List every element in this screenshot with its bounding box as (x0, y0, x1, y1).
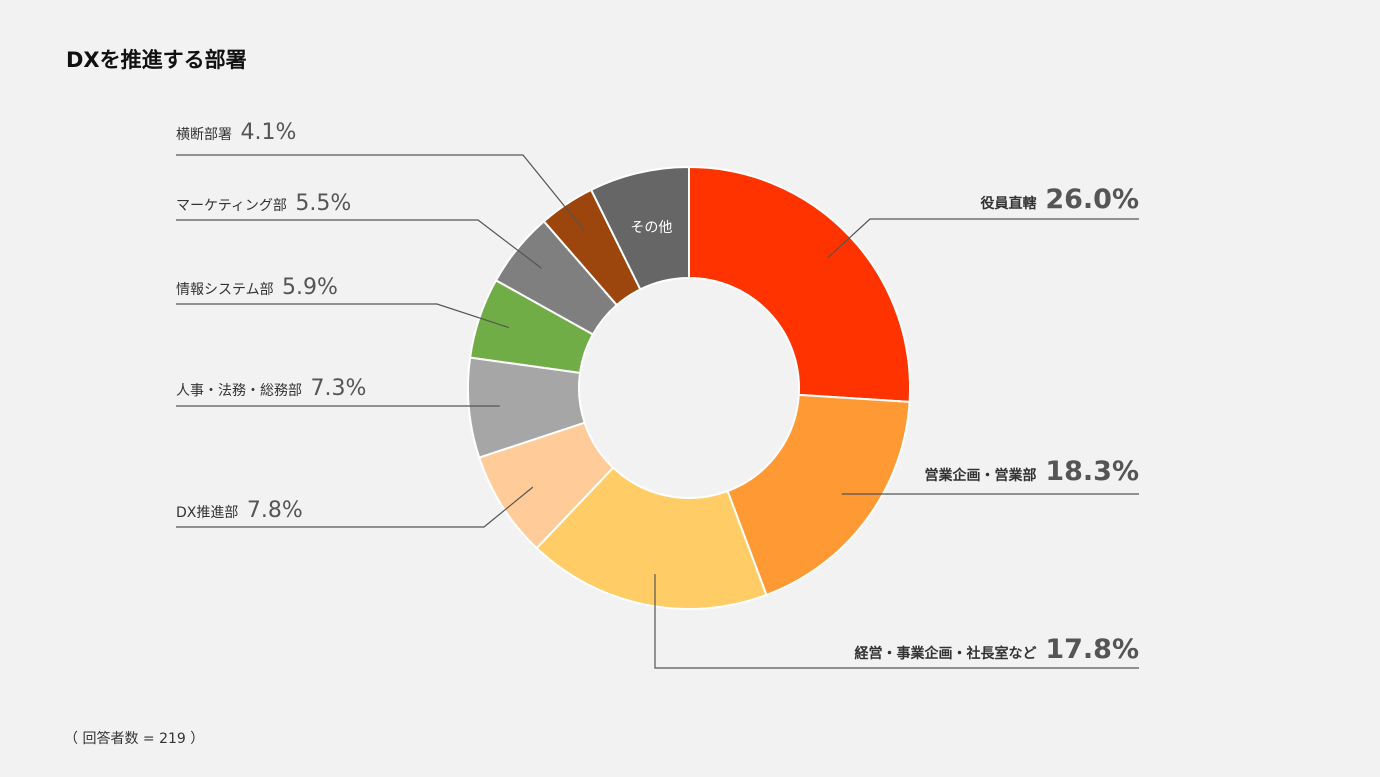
slice-1 (726, 393, 911, 597)
slice-label-value: 5.5% (295, 191, 351, 216)
donut-slices (467, 165, 911, 610)
leader-lines (176, 154, 1139, 669)
slice-label-4: 人事・法務・総務部 7.3% (176, 376, 366, 401)
slice-label-name: 営業企画・営業部 (924, 467, 1041, 484)
slice-label-2: 経営・事業企画・社長室など 17.8% (854, 634, 1139, 665)
slice-label-value: 4.1% (240, 120, 296, 145)
leader-line-3 (176, 486, 534, 528)
slice-label-name: 役員直轄 (980, 195, 1041, 212)
slice-label-name: マーケティング部 (176, 198, 291, 214)
slice-label-5: 情報システム部 5.9% (176, 275, 338, 300)
slice-label-name: 情報システム部 (176, 282, 278, 298)
slice-label-7: 横断部署 4.1% (176, 120, 296, 145)
slice-8 (589, 165, 690, 291)
slice-label-value: 5.9% (282, 275, 338, 300)
respondent-count-note: （ 回答者数 = 219 ） (64, 731, 205, 747)
slice-0 (688, 165, 911, 403)
slice-label-0: 役員直轄 26.0% (980, 184, 1139, 215)
slice-2 (535, 466, 768, 610)
slice-label-6: マーケティング部 5.5% (176, 191, 351, 216)
slice-label-value: 7.8% (247, 498, 303, 523)
slice-labels: 役員直轄 26.0% 営業企画・営業部 18.3% 経営・事業企画・社長室など 17… (176, 120, 1139, 665)
slice-label-8: その他 (630, 220, 672, 236)
slice-label-1: 営業企画・営業部 18.3% (924, 456, 1139, 487)
slice-label-value: 17.8% (1045, 634, 1139, 665)
leader-line-6 (176, 219, 542, 269)
leader-line-7 (176, 154, 585, 231)
slice-label-name: 経営・事業企画・社長室など (854, 645, 1041, 662)
leader-line-2 (654, 574, 1139, 669)
leader-line-5 (176, 303, 510, 329)
slice-label-name: DX推進部 (176, 505, 243, 521)
leader-line-0 (827, 218, 1139, 259)
slice-label-3: DX推進部 7.8% (176, 498, 303, 523)
chart-title: DXを推進する部署 (66, 48, 247, 72)
slice-label-value: 7.3% (310, 376, 366, 401)
slice-label-name: 人事・法務・総務部 (176, 383, 306, 399)
slice-label-value: 18.3% (1045, 456, 1139, 487)
slice-label-value: 26.0% (1045, 184, 1139, 215)
slice-label-name: 横断部署 (176, 127, 236, 143)
